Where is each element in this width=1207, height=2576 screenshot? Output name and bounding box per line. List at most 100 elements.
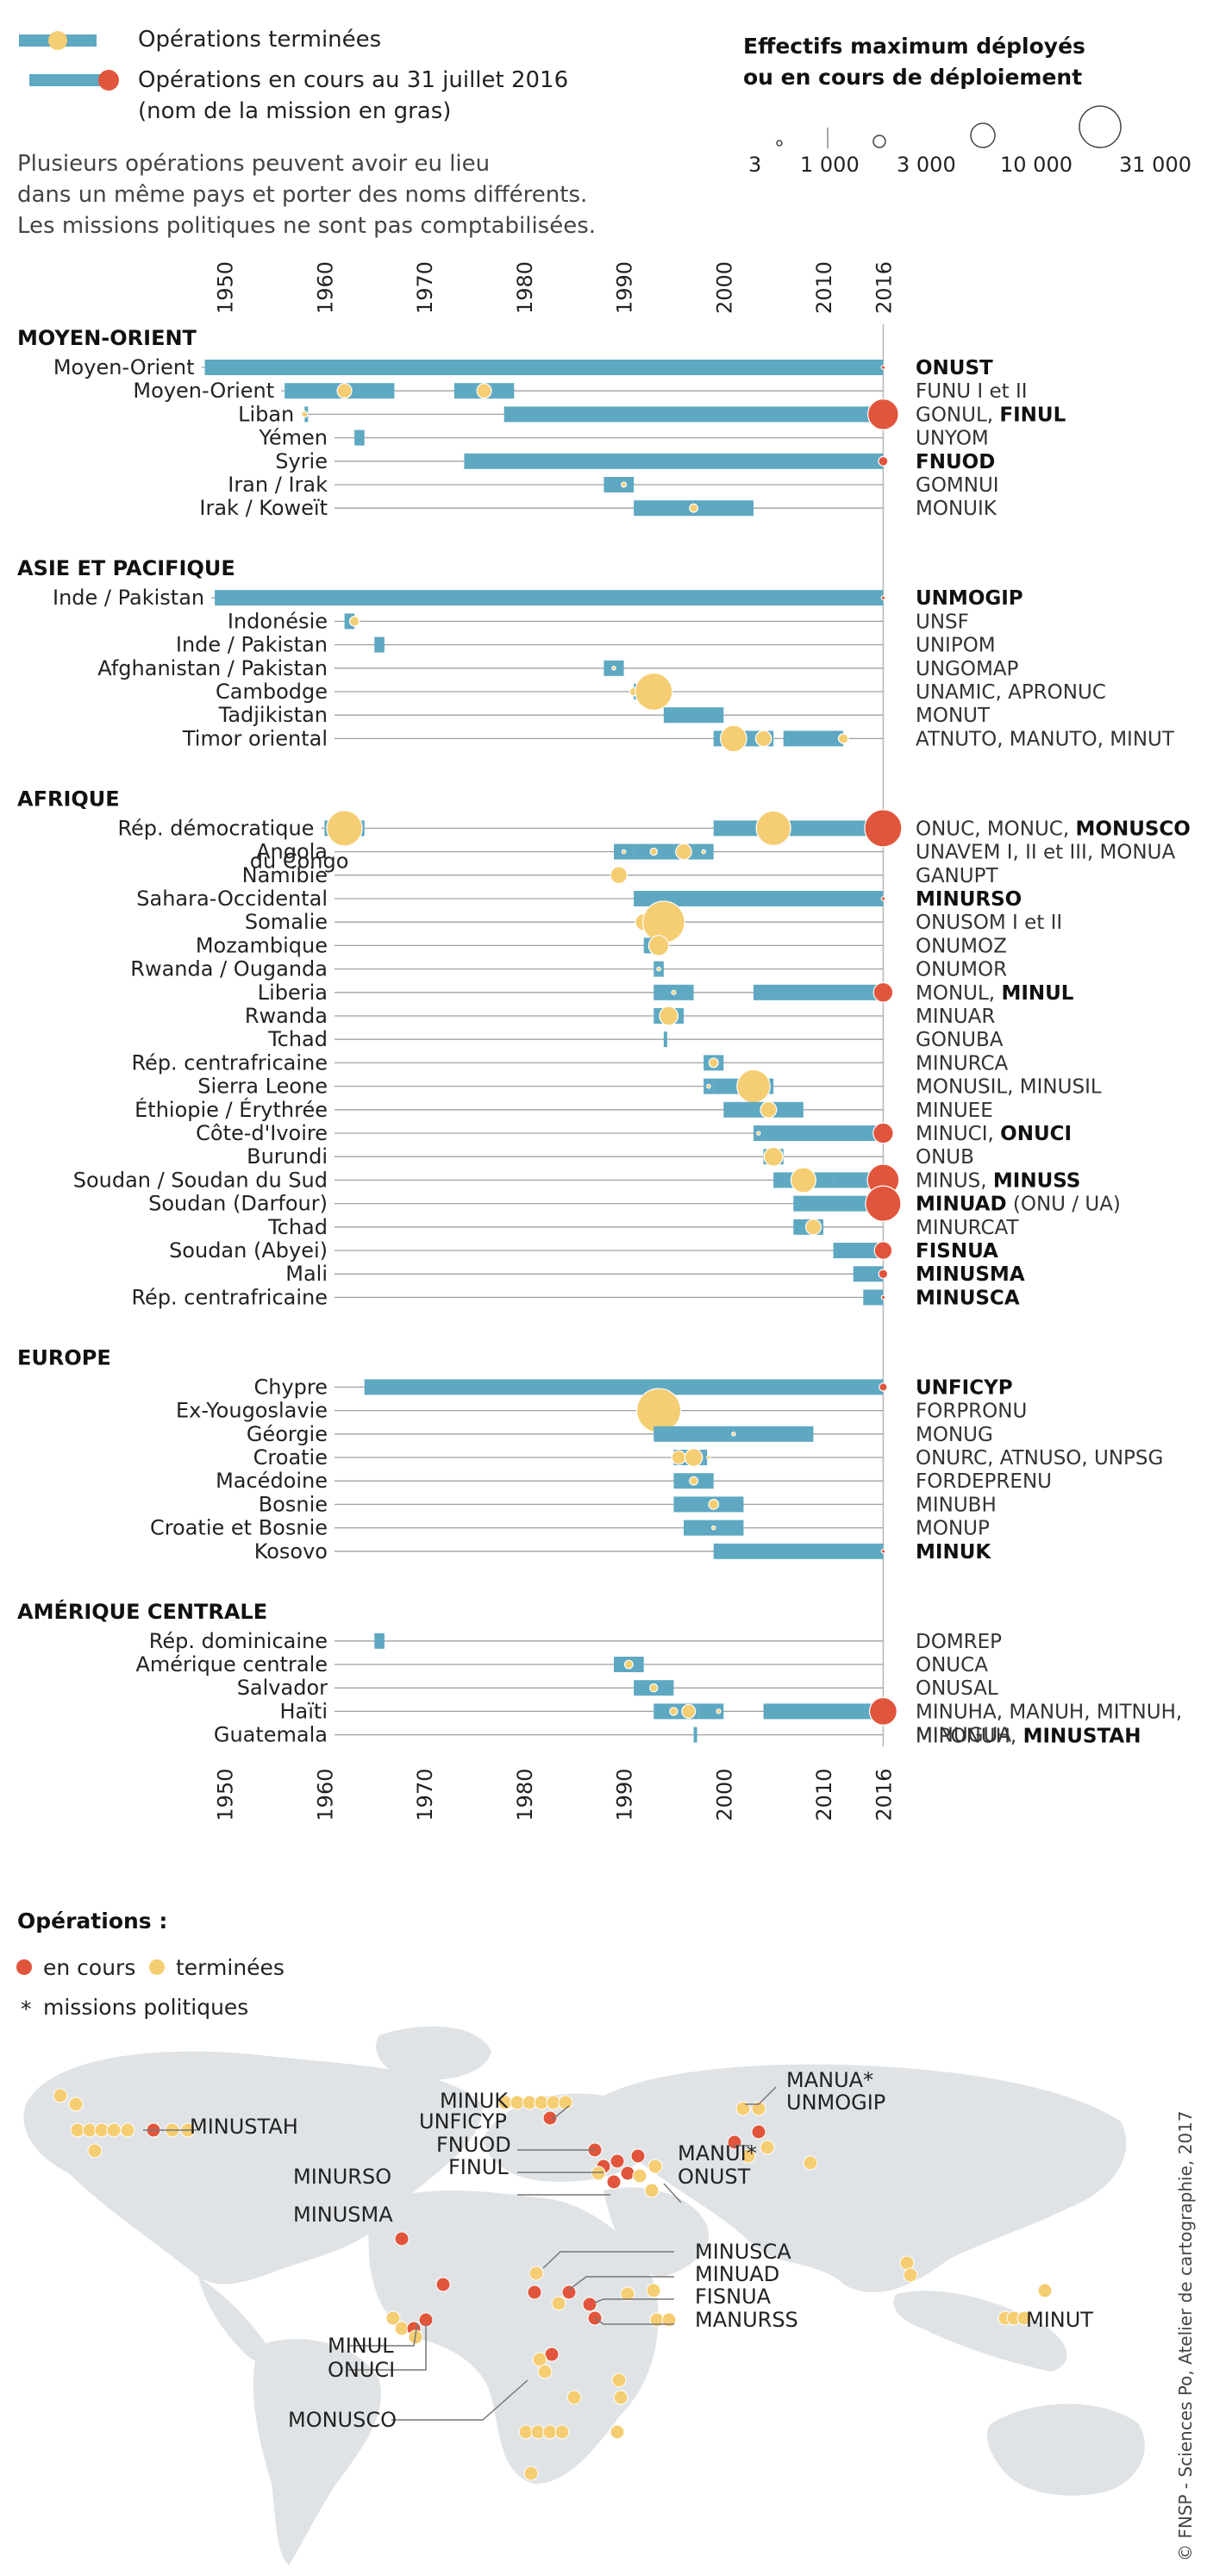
mission-names: ONURC, ATNUSO, UNPSG [916, 1447, 1163, 1470]
timeline-row: Sahara-Occidental MINURSO [136, 887, 1022, 911]
mission-names: MINUAD (ONU / UA) [916, 1194, 1121, 1216]
mission-bar [364, 1379, 884, 1395]
mission-names: FORPRONU [916, 1401, 1027, 1423]
timeline-row: Irak / Koweït MONUIK [199, 496, 997, 520]
mission-bar [833, 1243, 884, 1258]
legend-note-line-1: Plusieurs opérations peuvent avoir eu li… [17, 151, 490, 177]
southeast-asia-land [893, 2291, 1067, 2372]
map-label-minul: MINUL [328, 2334, 394, 2358]
completed-size-dot [790, 1167, 816, 1194]
legend-ongoing-label: Opérations en cours au 31 juillet 2016 [138, 67, 568, 93]
x-tick-bottom-1980: 1980 [513, 1769, 537, 1821]
map-completed-dot [566, 2390, 582, 2405]
map-ongoing-dot [435, 2277, 451, 2292]
mission-names: FISNUA [916, 1240, 998, 1263]
mission-bar [663, 707, 724, 724]
mission-name: UNGOMAP [916, 658, 1019, 680]
size-legend-value-3000: 3 000 [897, 153, 956, 177]
timeline-row: Amérique centrale ONUCA [135, 1652, 988, 1677]
timeline-row: Sierra Leone MONUSIL, MINUSIL [197, 1069, 1102, 1104]
country-label: Liberia [258, 981, 328, 1005]
map-completed-dot [644, 2183, 660, 2198]
mission-bar [853, 1266, 884, 1282]
mission-names: ONUST [916, 357, 993, 379]
mission-name: MINUHA, MANUH, MITNUH, [916, 1701, 1182, 1723]
world-map: Opérations : en cours terminées * missio… [16, 1908, 1145, 2566]
completed-size-dot [681, 1703, 697, 1719]
mission-bar [863, 1289, 884, 1306]
timeline-row: Croatie et Bosnie MONUP [150, 1516, 990, 1540]
mission-names: UNGOMAP [916, 658, 1019, 680]
map-ongoing-dot [630, 2148, 646, 2164]
map-label-unmogip: UNMOGIP [786, 2090, 885, 2115]
mission-names: ONUC, MONUC, MONUSCO [916, 818, 1191, 840]
mission-name: GANUPT [916, 865, 998, 887]
ongoing-size-dot [880, 1294, 886, 1301]
x-tick-top-1950: 1950 [214, 261, 238, 314]
country-label: Rép. dominicaine [149, 1629, 328, 1653]
timeline-row: Indonésie UNSF [228, 609, 969, 633]
timeline-row: Bosnie MINUBH [259, 1492, 997, 1516]
completed-size-dot [706, 1083, 711, 1089]
mission-name: MONUSCO [1076, 818, 1191, 840]
country-label: Cambodge [216, 680, 328, 704]
x-tick-bottom-1950: 1950 [214, 1769, 238, 1821]
map-label-onuci: ONUCI [328, 2358, 395, 2382]
mission-names: FUNU I et II [916, 380, 1028, 403]
timeline-row: Tchad GONUBA [267, 1027, 1004, 1051]
country-label: Soudan (Abyei) [169, 1238, 328, 1263]
map-label-fisnua: FISNUA [695, 2285, 772, 2309]
country-label: Liban [238, 402, 294, 426]
country-label: Yémen [258, 426, 328, 450]
mission-names: MONUG [916, 1424, 993, 1446]
mission-name: FINUL [999, 404, 1066, 426]
timeline-row: Somalie ONUSOM I et II [245, 900, 1062, 944]
ongoing-size-dot [873, 1241, 893, 1260]
map-label-fnuod: FNUOD [436, 2133, 511, 2157]
mission-names: UNAMIC, APRONUC [916, 681, 1106, 704]
mission-names: MINUGUA [916, 1725, 1011, 1747]
completed-size-dot [754, 730, 772, 748]
x-tick-bottom-2010: 2010 [812, 1769, 836, 1821]
map-legend-ongoing-dot [16, 1959, 32, 1975]
mission-names: FORDEPRENU [916, 1470, 1052, 1493]
size-legend-value-3: 3 [748, 153, 761, 177]
mission-names: ONUMOR [916, 959, 1007, 981]
mission-name: ONUC, MONUC, [916, 818, 1076, 840]
completed-size-dot [621, 481, 628, 488]
completed-size-dot [659, 1006, 679, 1026]
map-completed-dot [613, 2390, 629, 2405]
group-title: EUROPE [17, 1345, 111, 1369]
x-tick-top-2016: 2016 [872, 261, 896, 314]
mission-name: ONUSAL [916, 1677, 998, 1700]
middle-east-land [604, 2187, 709, 2277]
country-label: Namibie [242, 863, 328, 887]
country-label: Soudan (Darfour) [148, 1192, 328, 1216]
mission-bar [763, 1703, 884, 1720]
country-label: Inde / Pakistan [176, 633, 328, 657]
country-label: Afghanistan / Pakistan [97, 656, 328, 680]
timeline-row: Moyen-Orient ONUST [53, 355, 993, 379]
timeline-row: Tadjikistan MONUT [218, 703, 991, 727]
completed-size-dot [837, 733, 849, 744]
mission-name: FORPRONU [916, 1401, 1027, 1423]
mission-names: UNAVEM I, II et III, MONUA [916, 842, 1175, 864]
mission-name: MINUGUA [916, 1725, 1011, 1747]
ongoing-size-dot [878, 455, 889, 467]
timeline-row: Rép. démocratique du Congo ONUC, MONUC, MO… [117, 809, 1191, 873]
country-label: Syrie [275, 449, 328, 473]
country-label: Soudan / Soudan du Sud [73, 1168, 328, 1192]
completed-size-dot [701, 849, 706, 855]
mission-names: ONUSOM I et II [916, 912, 1062, 934]
completed-size-dot [689, 1476, 698, 1486]
mission-names: GANUPT [916, 865, 998, 887]
map-completed-dot [551, 2296, 566, 2311]
size-legend-value-1000: 1 000 [800, 153, 860, 177]
country-label: Sahara-Occidental [136, 887, 328, 911]
map-completed-dot [106, 2122, 122, 2138]
mission-name: MIPONUH, [916, 1725, 1023, 1747]
country-label: Mozambique [196, 933, 328, 957]
country-label: Sierra Leone [197, 1075, 328, 1099]
map-ongoing-dot [606, 2174, 622, 2190]
ongoing-size-dot [872, 1122, 894, 1144]
